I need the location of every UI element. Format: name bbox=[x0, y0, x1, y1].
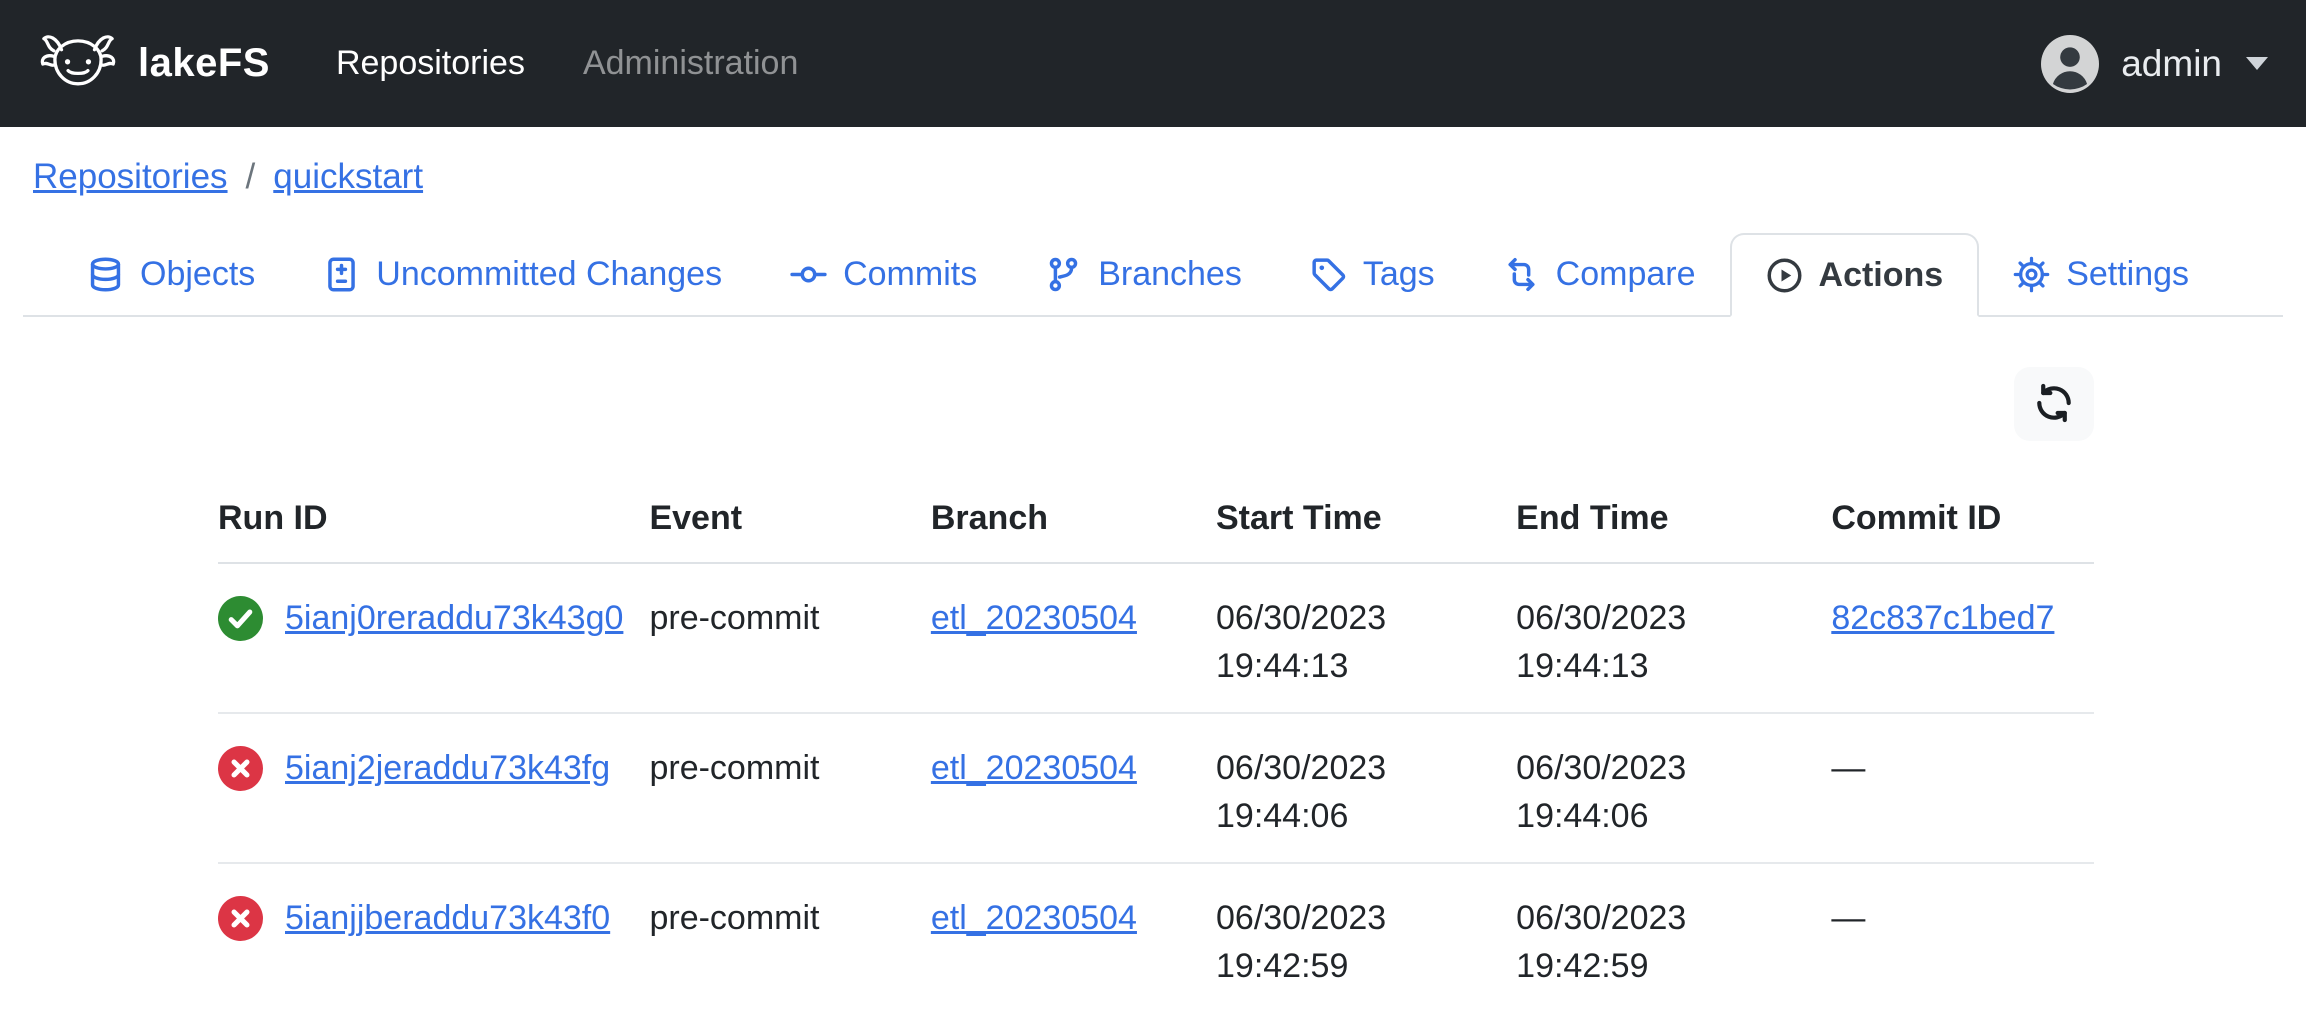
event-label: pre-commit bbox=[649, 899, 820, 937]
file-diff-icon bbox=[323, 256, 360, 293]
x-circle-icon bbox=[218, 745, 263, 791]
end-time: 19:44:06 bbox=[1516, 797, 1649, 835]
tab-label: Actions bbox=[1818, 255, 1944, 294]
table-header-row: Run ID Event Branch Start Time End Time … bbox=[218, 481, 2094, 564]
brand-name: lakeFS bbox=[138, 41, 270, 85]
actions-toolbar bbox=[218, 367, 2094, 441]
run-id-link[interactable]: 5ianj2jeraddu73k43fg bbox=[285, 749, 611, 787]
tab-actions[interactable]: Actions bbox=[1729, 233, 1980, 317]
start-time: 19:42:59 bbox=[1216, 947, 1349, 985]
col-branch: Branch bbox=[930, 481, 1216, 564]
end-date: 06/30/2023 bbox=[1516, 899, 1687, 937]
end-date: 06/30/2023 bbox=[1516, 749, 1687, 787]
tab-label: Commits bbox=[843, 254, 978, 293]
end-time: 19:44:13 bbox=[1516, 647, 1649, 685]
tab-label: Branches bbox=[1098, 254, 1242, 293]
user-avatar-icon bbox=[2041, 34, 2100, 93]
start-date: 06/30/2023 bbox=[1216, 749, 1387, 787]
col-end-time: End Time bbox=[1516, 481, 1832, 564]
col-start-time: Start Time bbox=[1216, 481, 1517, 564]
user-menu[interactable]: admin bbox=[2041, 34, 2268, 93]
breadcrumb: Repositories / quickstart bbox=[33, 157, 2306, 197]
tab-objects[interactable]: Objects bbox=[53, 233, 289, 315]
commit-id-empty: — bbox=[1831, 749, 1866, 787]
tab-label: Compare bbox=[1555, 254, 1696, 293]
tab-tags[interactable]: Tags bbox=[1276, 233, 1469, 315]
branch-icon bbox=[1045, 256, 1082, 293]
branch-link[interactable]: etl_20230504 bbox=[930, 749, 1137, 787]
check-circle-icon bbox=[218, 595, 263, 641]
event-label: pre-commit bbox=[649, 749, 820, 787]
refresh-icon bbox=[2033, 382, 2075, 427]
start-date: 06/30/2023 bbox=[1216, 599, 1387, 637]
lakefs-axolotl-logo-icon bbox=[38, 31, 118, 97]
tab-label: Settings bbox=[2066, 254, 2190, 293]
tab-branches[interactable]: Branches bbox=[1011, 233, 1276, 315]
primary-nav: Repositories Administration bbox=[336, 44, 798, 83]
tab-settings[interactable]: Settings bbox=[1979, 233, 2223, 315]
tab-uncommitted-changes[interactable]: Uncommitted Changes bbox=[289, 233, 756, 315]
lakefs-brand[interactable]: lakeFS bbox=[38, 31, 270, 97]
tab-label: Objects bbox=[140, 254, 256, 293]
col-event: Event bbox=[649, 481, 931, 564]
tag-icon bbox=[1310, 256, 1347, 293]
gear-icon bbox=[2013, 256, 2050, 293]
compare-icon bbox=[1503, 256, 1540, 293]
tab-compare[interactable]: Compare bbox=[1469, 233, 1730, 315]
table-row: 5ianj2jeraddu73k43fg pre-commit etl_2023… bbox=[218, 713, 2094, 864]
breadcrumb-repositories-link[interactable]: Repositories bbox=[33, 157, 228, 196]
col-commit-id: Commit ID bbox=[1831, 481, 2094, 564]
end-date: 06/30/2023 bbox=[1516, 599, 1687, 637]
play-circle-icon bbox=[1766, 257, 1803, 294]
nav-repositories[interactable]: Repositories bbox=[335, 44, 525, 82]
start-time: 19:44:06 bbox=[1216, 797, 1349, 835]
repo-tab-bar: Objects Uncommitted Changes Commits bbox=[23, 233, 2283, 317]
breadcrumb-repo-link[interactable]: quickstart bbox=[273, 157, 424, 196]
run-id-link[interactable]: 5ianjjberaddu73k43f0 bbox=[285, 899, 611, 937]
top-navbar: lakeFS Repositories Administration admin bbox=[0, 0, 2306, 127]
user-name: admin bbox=[2121, 42, 2222, 84]
event-label: pre-commit bbox=[649, 599, 820, 637]
end-time: 19:42:59 bbox=[1516, 947, 1649, 985]
commit-id-empty: — bbox=[1831, 899, 1866, 937]
branch-link[interactable]: etl_20230504 bbox=[930, 599, 1137, 637]
run-id-link[interactable]: 5ianj0reraddu73k43g0 bbox=[285, 599, 624, 637]
chevron-down-icon bbox=[2246, 57, 2268, 70]
col-run-id: Run ID bbox=[218, 481, 650, 564]
tab-label: Uncommitted Changes bbox=[376, 254, 723, 293]
table-row: 5ianj0reraddu73k43g0 pre-commit etl_2023… bbox=[218, 563, 2094, 714]
start-time: 19:44:13 bbox=[1216, 647, 1349, 685]
tab-commits[interactable]: Commits bbox=[756, 233, 1011, 315]
action-runs-table: Run ID Event Branch Start Time End Time … bbox=[218, 481, 2094, 1009]
commit-icon bbox=[790, 256, 827, 293]
refresh-button[interactable] bbox=[2014, 367, 2094, 441]
start-date: 06/30/2023 bbox=[1216, 899, 1387, 937]
commit-id-link[interactable]: 82c837c1bed7 bbox=[1831, 599, 2055, 637]
database-icon bbox=[87, 256, 124, 293]
nav-administration[interactable]: Administration bbox=[582, 44, 799, 82]
actions-panel: Run ID Event Branch Start Time End Time … bbox=[218, 367, 2094, 1009]
branch-link[interactable]: etl_20230504 bbox=[930, 899, 1137, 937]
x-circle-icon bbox=[218, 895, 263, 941]
tab-label: Tags bbox=[1362, 254, 1435, 293]
breadcrumb-separator: / bbox=[245, 157, 256, 196]
table-row: 5ianjjberaddu73k43f0 pre-commit etl_2023… bbox=[218, 863, 2094, 1009]
